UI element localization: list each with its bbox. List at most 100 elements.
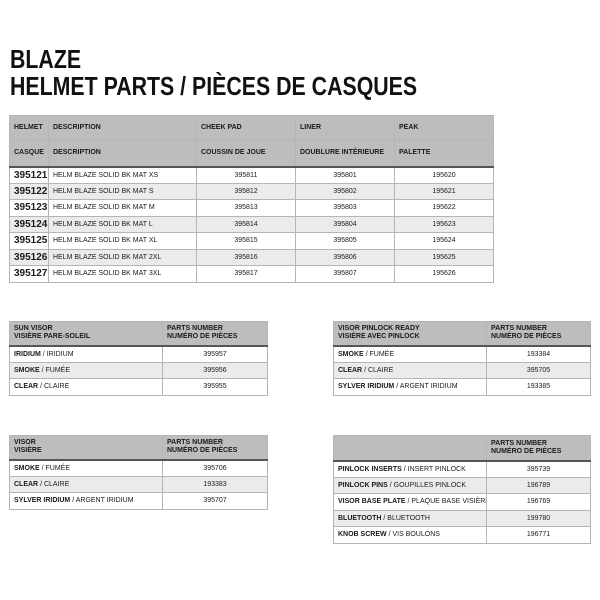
part-name-en: BLUETOOTH bbox=[338, 514, 382, 522]
table-row: SMOKE / FUMÉE 193384 bbox=[333, 345, 591, 363]
description: HELM BLAZE SOLID BK MAT XL bbox=[48, 232, 197, 250]
part-name: SYLVER IRIDIUM / ARGENT IRIDIUM bbox=[9, 492, 163, 510]
liner-number: 395803 bbox=[295, 199, 395, 217]
table-row: SYLVER IRIDIUM / ARGENT IRIDIUM 193385 bbox=[333, 378, 591, 396]
description: HELM BLAZE SOLID BK MAT L bbox=[48, 215, 197, 233]
part-number: 193385 bbox=[486, 378, 591, 396]
part-name-fr: FUMÉE bbox=[45, 366, 71, 374]
part-number: 196769 bbox=[486, 493, 591, 511]
separator: / bbox=[394, 383, 400, 391]
table-row: CLEAR / CLAIRE 193383 bbox=[9, 475, 268, 493]
part-name-fr: FUMÉE bbox=[369, 350, 395, 358]
helmet-number: 395122 bbox=[9, 182, 49, 200]
table-row: CLEAR / CLAIRE 395955 bbox=[9, 378, 268, 396]
parts-number-en: PARTS NUMBER bbox=[491, 439, 547, 447]
header-row: VISOR VISIÈRE PARTS NUMBER NUMÉRO DE PIÈCES bbox=[9, 435, 268, 461]
helmet-number: 395123 bbox=[9, 199, 49, 217]
column-header: CHEEK PAD bbox=[196, 115, 296, 141]
part-name-fr: VIS BOULONS bbox=[392, 531, 440, 539]
separator: / bbox=[387, 481, 394, 489]
peak-number: 195620 bbox=[394, 166, 494, 184]
helmet-number: 395124 bbox=[9, 215, 49, 233]
visor-table: VISOR VISIÈRE PARTS NUMBER NUMÉRO DE PIÈCES… bbox=[9, 435, 268, 510]
description: HELM BLAZE SOLID BK MAT S bbox=[48, 182, 197, 200]
description: HELM BLAZE SOLID BK MAT 3XL bbox=[48, 265, 197, 283]
parts-number-fr: NUMÉRO DE PIÈCES bbox=[491, 447, 562, 455]
part-number: 395956 bbox=[162, 361, 268, 379]
description: HELM BLAZE SOLID BK MAT XS bbox=[48, 166, 197, 184]
part-name-fr: INSERT PINLOCK bbox=[407, 465, 466, 473]
separator: / bbox=[401, 465, 408, 473]
part-name-en: SMOKE bbox=[14, 464, 40, 472]
part-name-en: CLEAR bbox=[338, 366, 363, 374]
part-name-fr: ARGENT IRIDIUM bbox=[399, 383, 458, 391]
separator: / bbox=[405, 498, 412, 506]
part-name: PINLOCK INSERTS / INSERT PINLOCK bbox=[333, 460, 487, 478]
part-name-fr: IRIDIUM bbox=[46, 350, 74, 358]
parts-number-en: PARTS NUMBER bbox=[167, 325, 223, 333]
part-name: SMOKE / FUMÉE bbox=[9, 459, 163, 477]
part-name-fr: FUMÉE bbox=[45, 464, 71, 472]
table-row: 395126 HELM BLAZE SOLID BK MAT 2XL 395816 3… bbox=[9, 248, 494, 266]
part-name-en: VISOR BASE PLATE bbox=[338, 498, 406, 506]
parts-number-header: PARTS NUMBER NUMÉRO DE PIÈCES bbox=[486, 435, 591, 462]
part-name-en: CLEAR bbox=[14, 480, 39, 488]
part-name-en: SMOKE bbox=[338, 350, 364, 358]
section-title-en: VISOR PINLOCK READY bbox=[338, 325, 420, 333]
part-number: 395955 bbox=[162, 378, 268, 396]
table-row: IRIDIUM / IRIDIUM 395957 bbox=[9, 345, 268, 363]
liner-number: 395802 bbox=[295, 182, 395, 200]
separator: / bbox=[362, 366, 368, 374]
liner-number: 395805 bbox=[295, 232, 395, 250]
description: HELM BLAZE SOLID BK MAT 2XL bbox=[48, 248, 197, 266]
table-row: 395125 HELM BLAZE SOLID BK MAT XL 395815 39… bbox=[9, 232, 494, 250]
table-row: PINLOCK PINS / GOUPILLES PINLOCK 196789 bbox=[333, 476, 591, 494]
table-row: SMOKE / FUMÉE 395956 bbox=[9, 361, 268, 379]
helmet-parts-table: HELMET DESCRIPTION CHEEK PAD LINER PEAK CASQ… bbox=[9, 115, 494, 283]
table-row: 395122 HELM BLAZE SOLID BK MAT S 395812 395… bbox=[9, 182, 494, 200]
description: HELM BLAZE SOLID BK MAT M bbox=[48, 199, 197, 217]
pinlock-visor-table: VISOR PINLOCK READY VISIÈRE AVEC PINLOCK P… bbox=[333, 321, 591, 396]
part-name: CLEAR / CLAIRE bbox=[9, 378, 163, 396]
header-row: VISOR PINLOCK READY VISIÈRE AVEC PINLOCK P… bbox=[333, 321, 591, 347]
separator: / bbox=[38, 383, 44, 391]
parts-number-en: PARTS NUMBER bbox=[167, 439, 223, 447]
part-name-en: IRIDIUM bbox=[14, 350, 41, 358]
helmet-number: 395126 bbox=[9, 248, 49, 266]
table-row: CLEAR / CLAIRE 395705 bbox=[333, 361, 591, 379]
cheek-pad-number: 395815 bbox=[196, 232, 296, 250]
table-row: PINLOCK INSERTS / INSERT PINLOCK 395739 bbox=[333, 460, 591, 478]
separator: / bbox=[381, 514, 388, 522]
part-name-en: SYLVER IRIDIUM bbox=[338, 383, 395, 391]
cheek-pad-number: 395812 bbox=[196, 182, 296, 200]
part-number: 395707 bbox=[162, 492, 268, 510]
table-row: SMOKE / FUMÉE 395706 bbox=[9, 459, 268, 477]
part-name: CLEAR / CLAIRE bbox=[333, 361, 487, 379]
section-header: VISOR VISIÈRE bbox=[9, 435, 163, 461]
cheek-pad-number: 395811 bbox=[196, 166, 296, 184]
part-name: SYLVER IRIDIUM / ARGENT IRIDIUM bbox=[333, 378, 487, 396]
part-name-en: CLEAR bbox=[14, 383, 39, 391]
peak-number: 195623 bbox=[394, 215, 494, 233]
part-name: KNOB SCREW / VIS BOULONS bbox=[333, 526, 487, 544]
part-number: 199780 bbox=[486, 509, 591, 527]
parts-number-fr: NUMÉRO DE PIÈCES bbox=[167, 333, 238, 341]
column-header-fr: DESCRIPTION bbox=[48, 140, 197, 168]
separator: / bbox=[39, 464, 46, 472]
part-name-en: PINLOCK INSERTS bbox=[338, 465, 402, 473]
section-title-fr: VISIÈRE bbox=[14, 447, 42, 455]
header-row: SUN VISOR VISIÈRE PARE-SOLEIL PARTS NUMBER… bbox=[9, 321, 268, 347]
part-name-en: SYLVER IRIDIUM bbox=[14, 497, 71, 505]
table-row: VISOR BASE PLATE / PLAQUE BASE VISIÈRE 19… bbox=[333, 493, 591, 511]
part-name-fr: CLAIRE bbox=[367, 366, 394, 374]
part-name: VISOR BASE PLATE / PLAQUE BASE VISIÈRE bbox=[333, 493, 487, 511]
peak-number: 195622 bbox=[394, 199, 494, 217]
liner-number: 395801 bbox=[295, 166, 395, 184]
part-name-fr: CLAIRE bbox=[43, 480, 70, 488]
separator: / bbox=[38, 480, 44, 488]
parts-number-fr: NUMÉRO DE PIÈCES bbox=[491, 333, 562, 341]
section-title-fr: VISIÈRE PARE-SOLEIL bbox=[14, 333, 91, 341]
liner-number: 395807 bbox=[295, 265, 395, 283]
peak-number: 195626 bbox=[394, 265, 494, 283]
part-name: CLEAR / CLAIRE bbox=[9, 475, 163, 493]
